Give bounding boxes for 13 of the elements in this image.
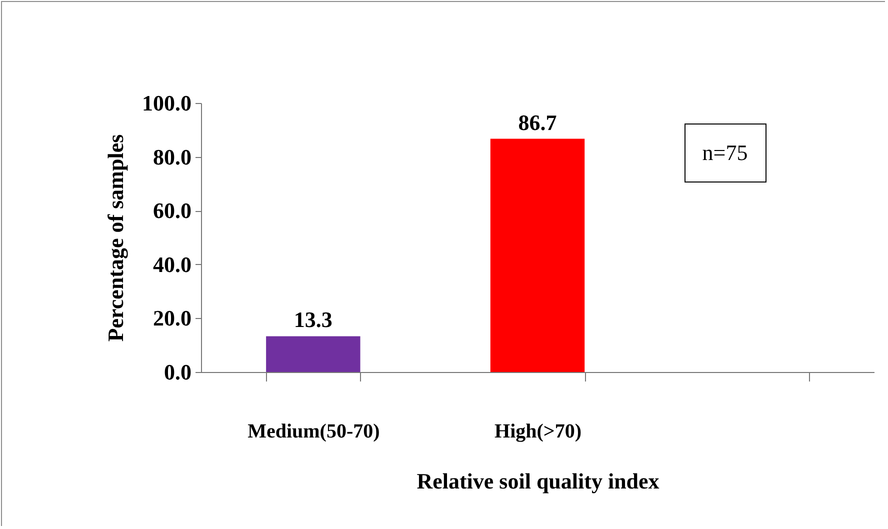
x-axis-title: Relative soil quality index bbox=[416, 468, 660, 494]
data-label: 13.3 bbox=[294, 307, 332, 332]
data-label: 86.7 bbox=[518, 110, 557, 135]
x-tick-label: Medium(50-70) bbox=[248, 420, 380, 442]
y-tick-label: 80.0 bbox=[153, 144, 192, 170]
y-tick-label: 20.0 bbox=[153, 306, 192, 331]
y-tick-label: 60.0 bbox=[153, 198, 192, 224]
y-tick-label: 100.0 bbox=[142, 90, 192, 116]
y-tick-label: 40.0 bbox=[153, 252, 192, 277]
y-tick-label: 0.0 bbox=[164, 360, 192, 384]
annotation: n=75 bbox=[702, 140, 748, 165]
x-tick-label: High(>70) bbox=[494, 420, 582, 442]
y-axis-title: Percentage of samples bbox=[103, 134, 128, 342]
